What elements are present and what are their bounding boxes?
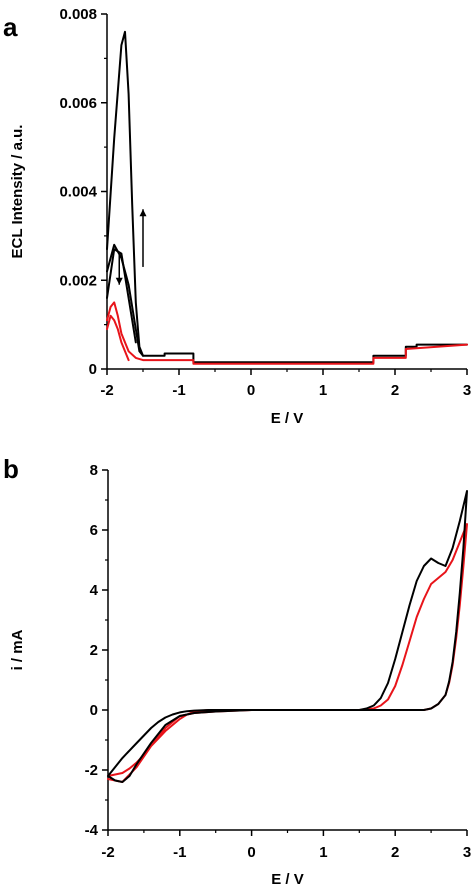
- series-line-b-2: [107, 490, 468, 783]
- arrow-head-a: [139, 209, 147, 217]
- y-tick-label-a: 0: [89, 361, 97, 378]
- panel-letter-a: a: [3, 12, 18, 42]
- panel-a-chart: -2 -1 0 1 2 3 0 0.002 0.004 0.006 0.008 E / V ECL In…: [9, 6, 471, 427]
- x-tick-label-b: 1: [319, 844, 327, 861]
- x-tick-label-b: -1: [173, 844, 186, 861]
- y-axis-title-a: ECL Intensity / a.u.: [9, 125, 26, 259]
- y-tick-label-a: 0.002: [59, 272, 97, 289]
- x-tick-label-b: -2: [101, 844, 114, 861]
- y-tick-label-b: 6: [90, 522, 98, 539]
- x-tick-label-b: 3: [463, 844, 471, 861]
- x-tick-label-a: 0: [247, 382, 255, 399]
- y-axis-title-b: i / mA: [9, 629, 26, 670]
- y-tick-label-b: 4: [90, 582, 99, 599]
- series-line-a-3: [106, 248, 137, 344]
- panel-letter-b: b: [3, 454, 19, 484]
- y-tick-label-a: 0.008: [59, 6, 97, 23]
- y-tick-label-b: 8: [90, 462, 98, 479]
- x-tick-label-a: -2: [100, 382, 113, 399]
- series-line-b-1: [107, 523, 468, 783]
- x-axis-title-b: E / V: [271, 871, 304, 888]
- y-tick-label-b: 2: [90, 642, 98, 659]
- y-tick-label-b: -4: [85, 822, 99, 839]
- x-tick-label-b: 2: [391, 844, 399, 861]
- series-line-a-2: [106, 243, 144, 357]
- y-tick-label-a: 0.006: [59, 95, 97, 112]
- series-line-a-4: [106, 301, 468, 365]
- x-tick-label-a: 2: [391, 382, 399, 399]
- x-axis-title-a: E / V: [271, 410, 304, 427]
- y-tick-label-a: 0.004: [59, 184, 97, 201]
- y-tick-label-b: 0: [90, 702, 98, 719]
- x-tick-label-a: 3: [463, 382, 471, 399]
- x-tick-label-a: -1: [172, 382, 185, 399]
- y-tick-label-b: -2: [85, 762, 98, 779]
- series-line-a-1: [106, 30, 468, 364]
- arrow-head-a: [115, 277, 123, 285]
- x-tick-label-b: 0: [247, 844, 255, 861]
- x-tick-label-a: 1: [319, 382, 327, 399]
- series-line-a-5: [106, 314, 130, 362]
